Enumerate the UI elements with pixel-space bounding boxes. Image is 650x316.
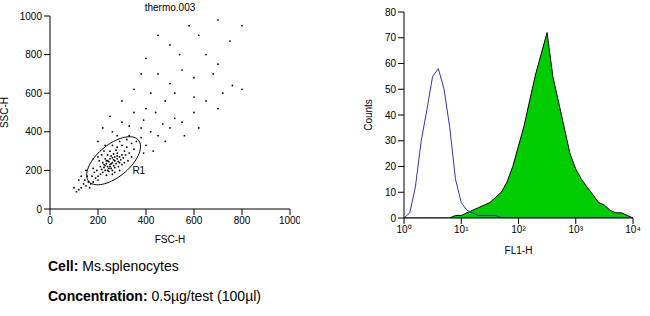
svg-text:10⁴: 10⁴ xyxy=(625,224,640,235)
svg-text:SSC-H: SSC-H xyxy=(8,97,10,128)
svg-text:1000: 1000 xyxy=(20,11,43,22)
html-text:Concentration: 0.5µg/test (100: Concentration: 0.5µg/test (100µl) xyxy=(48,288,261,304)
svg-text:50: 50 xyxy=(385,84,397,95)
svg-text:10²: 10² xyxy=(511,224,526,235)
svg-text:30: 30 xyxy=(385,135,397,146)
svg-text:70: 70 xyxy=(385,32,397,43)
svg-text:0: 0 xyxy=(36,204,42,215)
svg-text:800: 800 xyxy=(25,49,42,60)
svg-text:200: 200 xyxy=(25,165,42,176)
svg-text:600: 600 xyxy=(186,215,203,226)
svg-text:10¹: 10¹ xyxy=(454,224,469,235)
svg-text:10⁰: 10⁰ xyxy=(396,224,411,235)
html-text:thermo.003: thermo.003 xyxy=(144,2,196,13)
html-text:Cell: Ms.splenocytes: Cell: Ms.splenocytes xyxy=(48,258,179,274)
svg-text:20: 20 xyxy=(385,161,397,172)
svg-text:80: 80 xyxy=(385,7,397,18)
svg-text:0: 0 xyxy=(47,215,53,226)
svg-text:0: 0 xyxy=(390,213,396,224)
svg-text:200: 200 xyxy=(90,215,107,226)
svg-text:FL1-H: FL1-H xyxy=(505,245,533,256)
svg-text:800: 800 xyxy=(234,215,251,226)
svg-text:10³: 10³ xyxy=(569,224,584,235)
svg-text:400: 400 xyxy=(25,126,42,137)
svg-text:R1: R1 xyxy=(132,165,145,176)
svg-text:1000: 1000 xyxy=(279,215,300,226)
svg-text:Counts: Counts xyxy=(363,99,374,131)
svg-text:10: 10 xyxy=(385,187,397,198)
svg-text:FSC-H: FSC-H xyxy=(155,234,186,245)
svg-text:600: 600 xyxy=(25,88,42,99)
svg-text:60: 60 xyxy=(385,58,397,69)
svg-text:40: 40 xyxy=(385,110,397,121)
svg-text:400: 400 xyxy=(138,215,155,226)
